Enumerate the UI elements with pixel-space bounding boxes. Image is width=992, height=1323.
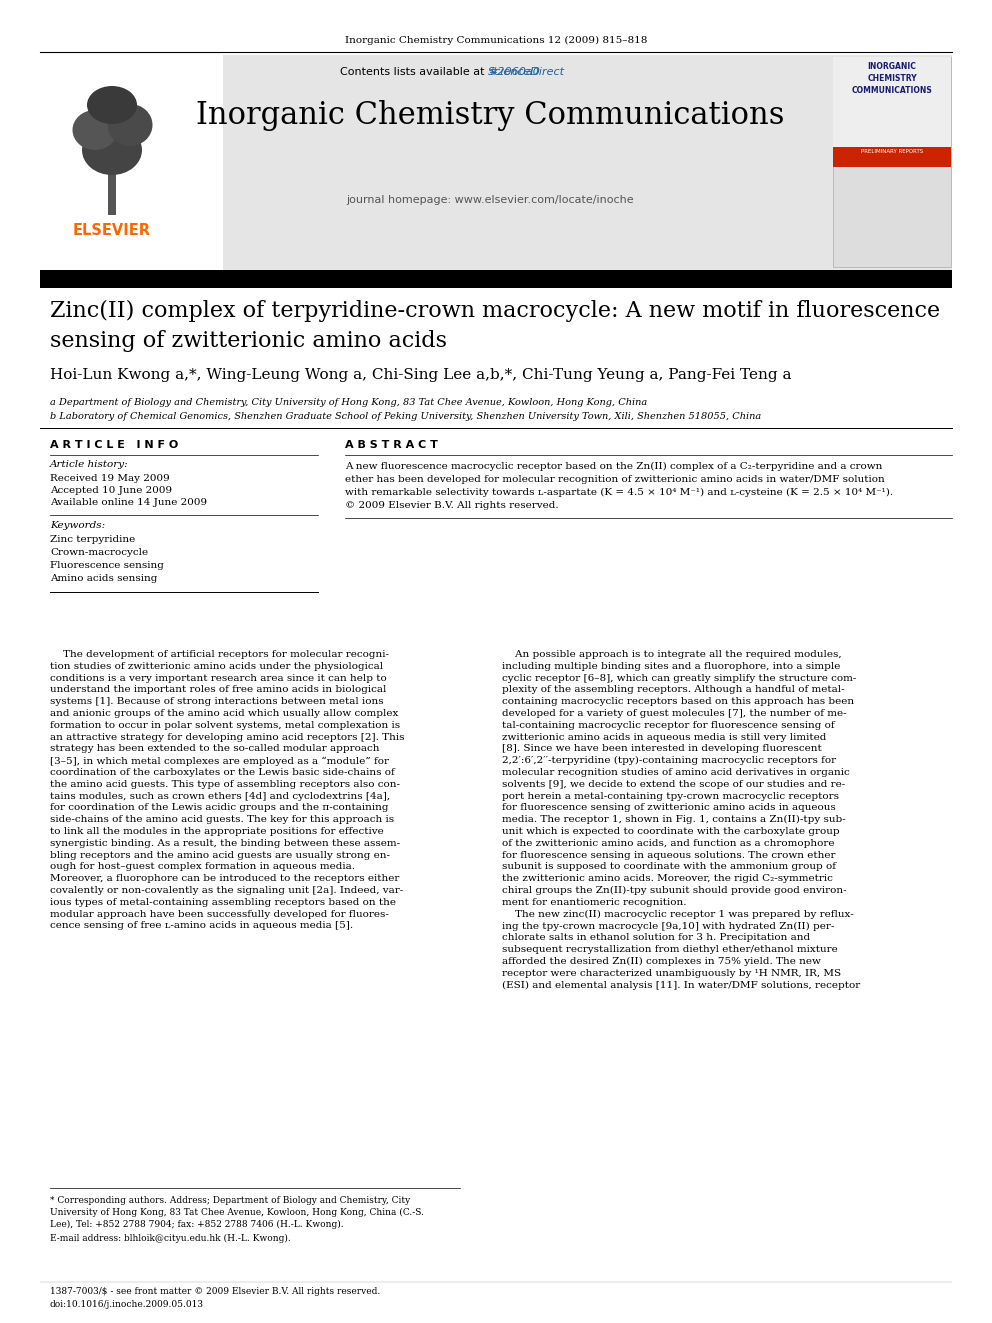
Text: ious types of metal-containing assembling receptors based on the: ious types of metal-containing assemblin… [50,898,396,906]
Text: ment for enantiomeric recognition.: ment for enantiomeric recognition. [502,898,686,906]
Text: of the zwitterionic amino acids, and function as a chromophore: of the zwitterionic amino acids, and fun… [502,839,834,848]
Text: the zwitterionic amino acids. Moreover, the rigid C₂-symmetric: the zwitterionic amino acids. Moreover, … [502,875,833,884]
Text: subunit is supposed to coordinate with the ammonium group of: subunit is supposed to coordinate with t… [502,863,836,872]
Text: strategy has been extended to the so-called modular approach: strategy has been extended to the so-cal… [50,745,380,753]
Text: molecular recognition studies of amino acid derivatives in organic: molecular recognition studies of amino a… [502,767,850,777]
Text: doi:10.1016/j.inoche.2009.05.013: doi:10.1016/j.inoche.2009.05.013 [50,1301,204,1308]
Text: ough for host–guest complex formation in aqueous media.: ough for host–guest complex formation in… [50,863,355,872]
Text: Zinc(II) complex of terpyridine-crown macrocycle: A new motif in fluorescence: Zinc(II) complex of terpyridine-crown ma… [50,300,940,321]
Ellipse shape [72,110,117,149]
Text: Contents lists available at: Contents lists available at [340,67,488,77]
Text: Zinc terpyridine: Zinc terpyridine [50,534,135,544]
Text: b Laboratory of Chemical Genomics, Shenzhen Graduate School of Peking University: b Laboratory of Chemical Genomics, Shenz… [50,411,761,421]
Text: [3–5], in which metal complexes are employed as a “module” for: [3–5], in which metal complexes are empl… [50,757,389,766]
Text: © 2009 Elsevier B.V. All rights reserved.: © 2009 Elsevier B.V. All rights reserved… [345,501,558,509]
Text: 2,2′:6′,2′′-terpyridine (tpy)-containing macrocyclic receptors for: 2,2′:6′,2′′-terpyridine (tpy)-containing… [502,757,836,765]
Text: side-chains of the amino acid guests. The key for this approach is: side-chains of the amino acid guests. Th… [50,815,394,824]
Text: tion studies of zwitterionic amino acids under the physiological: tion studies of zwitterionic amino acids… [50,662,383,671]
Text: coordination of the carboxylates or the Lewis basic side-chains of: coordination of the carboxylates or the … [50,767,395,777]
Text: chiral groups the Zn(II)-tpy subunit should provide good environ-: chiral groups the Zn(II)-tpy subunit sho… [502,886,846,896]
Text: #2060a0: #2060a0 [488,67,540,77]
Text: ether has been developed for molecular recognition of zwitterionic amino acids i: ether has been developed for molecular r… [345,475,885,484]
Text: A new fluorescence macrocyclic receptor based on the Zn(II) complex of a C₂-terp: A new fluorescence macrocyclic receptor … [345,462,882,471]
Ellipse shape [82,124,142,175]
Text: Inorganic Chemistry Communications: Inorganic Chemistry Communications [195,101,785,131]
Text: A B S T R A C T: A B S T R A C T [345,441,437,450]
Bar [40,270,952,288]
Text: an attractive strategy for developing amino acid receptors [2]. This: an attractive strategy for developing am… [50,733,405,742]
Text: including multiple binding sites and a fluorophore, into a simple: including multiple binding sites and a f… [502,662,840,671]
Text: formation to occur in polar solvent systems, metal complexation is: formation to occur in polar solvent syst… [50,721,400,730]
Text: solvents [9], we decide to extend the scope of our studies and re-: solvents [9], we decide to extend the sc… [502,779,845,789]
Text: Inorganic Chemistry Communications 12 (2009) 815–818: Inorganic Chemistry Communications 12 (2… [345,36,647,45]
Text: ing the tpy-crown macrocycle [9a,10] with hydrated Zn(II) per-: ing the tpy-crown macrocycle [9a,10] wit… [502,921,834,930]
Text: Keywords:: Keywords: [50,521,105,531]
Text: for fluorescence sensing in aqueous solutions. The crown ether: for fluorescence sensing in aqueous solu… [502,851,835,860]
Text: E-mail address: blhloik@cityu.edu.hk (H.-L. Kwong).: E-mail address: blhloik@cityu.edu.hk (H.… [50,1234,291,1244]
Text: modular approach have been successfully developed for fluores-: modular approach have been successfully … [50,910,389,918]
Ellipse shape [107,105,153,146]
Text: port herein a metal-containing tpy-crown macrocyclic receptors: port herein a metal-containing tpy-crown… [502,791,839,800]
Text: INORGANIC
CHEMISTRY
COMMUNICATIONS: INORGANIC CHEMISTRY COMMUNICATIONS [851,62,932,95]
Text: cyclic receptor [6–8], which can greatly simplify the structure com-: cyclic receptor [6–8], which can greatly… [502,673,856,683]
Text: conditions is a very important research area since it can help to: conditions is a very important research … [50,673,387,683]
Text: sensing of zwitterionic amino acids: sensing of zwitterionic amino acids [50,329,447,352]
Text: PRELIMINARY REPORTS: PRELIMINARY REPORTS [861,149,924,153]
Text: understand the important roles of free amino acids in biological: understand the important roles of free a… [50,685,386,695]
Text: Fluorescence sensing: Fluorescence sensing [50,561,164,570]
Text: with remarkable selectivity towards ʟ-aspartate (K = 4.5 × 10⁴ M⁻¹) and ʟ-cystei: with remarkable selectivity towards ʟ-as… [345,488,893,497]
Ellipse shape [87,86,137,124]
Text: zwitterionic amino acids in aqueous media is still very limited: zwitterionic amino acids in aqueous medi… [502,733,826,742]
Text: containing macrocyclic receptors based on this approach has been: containing macrocyclic receptors based o… [502,697,854,706]
Text: tains modules, such as crown ethers [4d] and cyclodextrins [4a],: tains modules, such as crown ethers [4d]… [50,791,390,800]
Bar [833,57,951,147]
Text: ELSEVIER: ELSEVIER [73,224,151,238]
Text: for coordination of the Lewis acidic groups and the π-containing: for coordination of the Lewis acidic gro… [50,803,389,812]
Text: The development of artificial receptors for molecular recogni-: The development of artificial receptors … [50,650,389,659]
Text: covalently or non-covalently as the signaling unit [2a]. Indeed, var-: covalently or non-covalently as the sign… [50,886,404,894]
Bar [833,147,951,167]
Text: to link all the modules in the appropriate positions for effective: to link all the modules in the appropria… [50,827,384,836]
Text: (ESI) and elemental analysis [11]. In water/DMF solutions, receptor: (ESI) and elemental analysis [11]. In wa… [502,980,860,990]
Text: [8]. Since we have been interested in developing fluorescent: [8]. Since we have been interested in de… [502,745,821,753]
Text: journal homepage: www.elsevier.com/locate/inoche: journal homepage: www.elsevier.com/locat… [346,194,634,205]
Text: ScienceDirect: ScienceDirect [488,67,565,77]
Text: chlorate salts in ethanol solution for 3 h. Precipitation and: chlorate salts in ethanol solution for 3… [502,933,810,942]
Text: A R T I C L E   I N F O: A R T I C L E I N F O [50,441,179,450]
Text: Article history:: Article history: [50,460,129,468]
Text: Hoi-Lun Kwong a,*, Wing-Leung Wong a, Chi-Sing Lee a,b,*, Chi-Tung Yeung a, Pang: Hoi-Lun Kwong a,*, Wing-Leung Wong a, Ch… [50,368,792,382]
Text: Amino acids sensing: Amino acids sensing [50,574,158,583]
Text: a Department of Biology and Chemistry, City University of Hong Kong, 83 Tat Chee: a Department of Biology and Chemistry, C… [50,398,647,407]
Text: Available online 14 June 2009: Available online 14 June 2009 [50,497,207,507]
Text: afforded the desired Zn(II) complexes in 75% yield. The new: afforded the desired Zn(II) complexes in… [502,957,820,966]
Text: cence sensing of free ʟ-amino acids in aqueous media [5].: cence sensing of free ʟ-amino acids in a… [50,921,353,930]
Text: the amino acid guests. This type of assembling receptors also con-: the amino acid guests. This type of asse… [50,779,400,789]
Text: * Corresponding authors. Address; Department of Biology and Chemistry, City: * Corresponding authors. Address; Depart… [50,1196,411,1205]
Text: Received 19 May 2009: Received 19 May 2009 [50,474,170,483]
Text: tal-containing macrocyclic receptor for fluorescence sensing of: tal-containing macrocyclic receptor for … [502,721,834,730]
Text: The new zinc(II) macrocyclic receptor 1 was prepared by reflux-: The new zinc(II) macrocyclic receptor 1 … [502,910,854,918]
Text: receptor were characterized unambiguously by ¹H NMR, IR, MS: receptor were characterized unambiguousl… [502,968,841,978]
Text: plexity of the assembling receptors. Although a handful of metal-: plexity of the assembling receptors. Alt… [502,685,844,695]
Bar [40,56,952,270]
Text: for fluorescence sensing of zwitterionic amino acids in aqueous: for fluorescence sensing of zwitterionic… [502,803,835,812]
Text: Moreover, a fluorophore can be introduced to the receptors either: Moreover, a fluorophore can be introduce… [50,875,400,884]
Text: 1387-7003/$ - see front matter © 2009 Elsevier B.V. All rights reserved.: 1387-7003/$ - see front matter © 2009 El… [50,1287,380,1297]
Text: subsequent recrystallization from diethyl ether/ethanol mixture: subsequent recrystallization from diethy… [502,945,838,954]
Text: bling receptors and the amino acid guests are usually strong en-: bling receptors and the amino acid guest… [50,851,390,860]
Text: systems [1]. Because of strong interactions between metal ions: systems [1]. Because of strong interacti… [50,697,384,706]
Text: Accepted 10 June 2009: Accepted 10 June 2009 [50,486,173,495]
Bar [40,56,223,270]
Text: University of Hong Kong, 83 Tat Chee Avenue, Kowloon, Hong Kong, China (C.-S.: University of Hong Kong, 83 Tat Chee Ave… [50,1208,424,1217]
Text: developed for a variety of guest molecules [7], the number of me-: developed for a variety of guest molecul… [502,709,846,718]
Text: media. The receptor 1, shown in Fig. 1, contains a Zn(II)-tpy sub-: media. The receptor 1, shown in Fig. 1, … [502,815,846,824]
Bar [833,57,951,267]
Text: unit which is expected to coordinate with the carboxylate group: unit which is expected to coordinate wit… [502,827,839,836]
Text: Crown-macrocycle: Crown-macrocycle [50,548,148,557]
Text: synergistic binding. As a result, the binding between these assem-: synergistic binding. As a result, the bi… [50,839,400,848]
Text: An possible approach is to integrate all the required modules,: An possible approach is to integrate all… [502,650,841,659]
Text: and anionic groups of the amino acid which usually allow complex: and anionic groups of the amino acid whi… [50,709,399,718]
Text: Lee), Tel: +852 2788 7904; fax: +852 2788 7406 (H.-L. Kwong).: Lee), Tel: +852 2788 7904; fax: +852 278… [50,1220,343,1229]
Bar [108,165,116,216]
